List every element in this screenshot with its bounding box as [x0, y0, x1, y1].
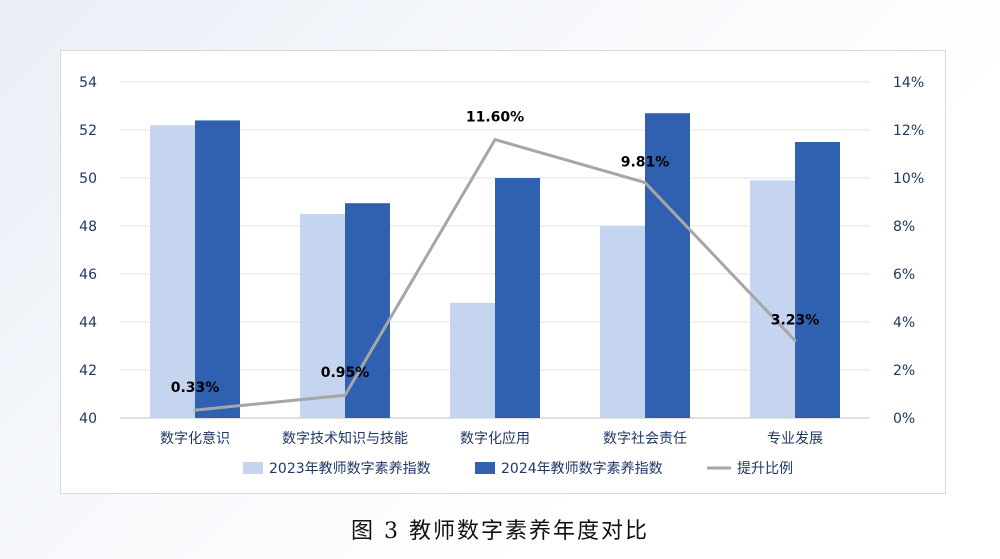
y-left-tick-label: 42	[79, 363, 97, 379]
y-right-tick-label: 12%	[893, 123, 924, 139]
data-label: 11.60%	[466, 110, 524, 126]
line-point	[343, 393, 347, 397]
y-left-tick-label: 40	[79, 411, 97, 427]
y-left-tick-label: 44	[79, 315, 97, 331]
x-tick-label: 数字技术知识与技能	[282, 430, 408, 447]
y-right-tick-label: 8%	[893, 219, 915, 235]
data-label: 3.23%	[771, 312, 820, 328]
data-label: 0.33%	[171, 380, 220, 396]
y-left-tick-label: 54	[79, 75, 97, 91]
y-left-tick-label: 48	[79, 219, 97, 235]
x-tick-label: 专业发展	[767, 431, 823, 447]
bar-2023	[600, 226, 645, 418]
bar-2023	[450, 302, 495, 418]
figure-caption: 图 3 教师数字素养年度对比	[351, 519, 649, 544]
line-point	[793, 338, 797, 342]
y-left-tick-label: 52	[79, 123, 97, 139]
data-label: 0.95%	[321, 365, 370, 381]
bar-2023	[300, 214, 345, 418]
x-tick-label: 数字化应用	[460, 430, 530, 447]
legend-label: 提升比例	[737, 461, 793, 477]
line-point	[193, 408, 197, 412]
line-point	[493, 138, 497, 142]
x-tick-label: 数字化意识	[160, 430, 230, 447]
bar-2024	[495, 178, 540, 418]
x-tick-label: 数字社会责任	[603, 431, 687, 447]
legend-swatch	[243, 462, 263, 474]
y-right-tick-label: 6%	[893, 267, 915, 283]
legend-swatch	[475, 462, 495, 474]
legend-label: 2023年教师数字素养指数	[269, 461, 431, 477]
y-right-tick-label: 0%	[893, 411, 915, 427]
legend-label: 2024年教师数字素养指数	[501, 461, 663, 477]
y-left-tick-label: 50	[79, 171, 97, 187]
data-label: 9.81%	[621, 155, 670, 171]
y-right-tick-label: 14%	[893, 75, 924, 91]
bar-2024	[195, 120, 240, 419]
line-point	[643, 181, 647, 185]
y-right-tick-label: 2%	[893, 363, 915, 379]
y-right-tick-label: 4%	[893, 315, 915, 331]
bar-2023	[150, 125, 195, 418]
y-right-tick-label: 10%	[893, 171, 924, 187]
bar-2024	[795, 142, 840, 418]
bar-2024	[645, 113, 690, 418]
y-left-tick-label: 46	[79, 267, 97, 283]
